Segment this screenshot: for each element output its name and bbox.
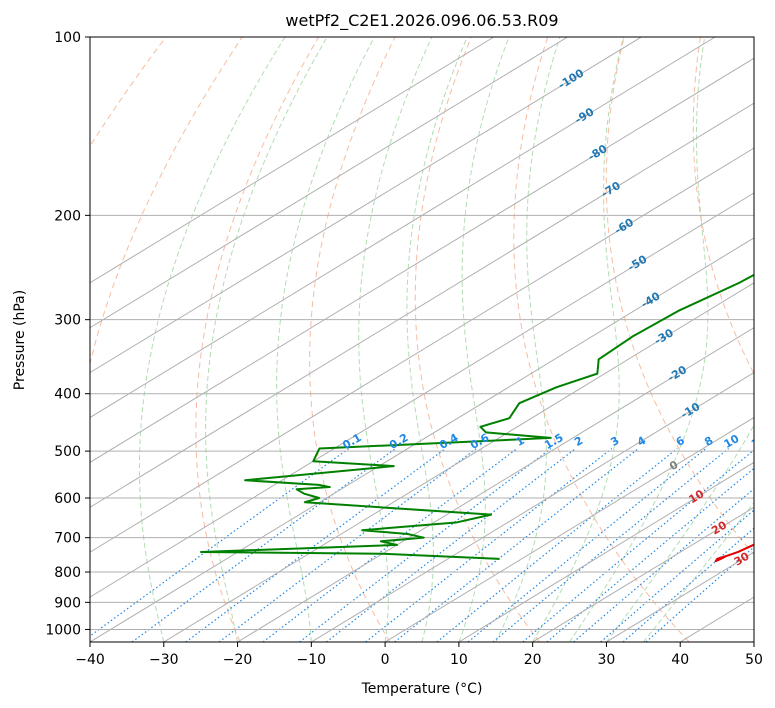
- isotherm-line: [163, 282, 754, 642]
- mixing-ratio-line: [622, 527, 754, 642]
- x-tick-label: 0: [381, 652, 390, 668]
- temperature-profile: [714, 543, 754, 563]
- isotherm-line: [90, 37, 642, 374]
- mixing-ratio-label: 13: [749, 432, 769, 451]
- isotherm-line: [90, 37, 495, 284]
- x-tick-label: −30: [149, 652, 179, 668]
- plot-area: -100-90-80-70-60-50-40-30-20-10010203040…: [90, 37, 769, 642]
- y-axis-ticks: 100 200 300 400 500 600 700 800 900 1000: [45, 30, 90, 638]
- sounding-series: [200, 273, 754, 563]
- isotherm-line: [384, 416, 754, 642]
- isotherm-line: [90, 102, 754, 508]
- mixing-ratio-line: [90, 448, 350, 637]
- y-tick-label: 400: [54, 387, 81, 403]
- y-tick-label: 100: [54, 30, 81, 46]
- x-tick-label: −10: [297, 652, 327, 668]
- x-tick-label: 50: [745, 652, 763, 668]
- moist-adiabat-line: [406, 37, 468, 642]
- isotherm-line: [90, 37, 716, 419]
- mixing-ratio-line: [467, 448, 707, 642]
- mixing-ratio-line: [573, 488, 754, 642]
- moist-adiabat-line: [205, 37, 328, 642]
- dry-adiabat-line: [513, 37, 690, 642]
- isotherm-line: [90, 37, 568, 329]
- mixing-ratio-line: [218, 448, 477, 642]
- moist-adiabat-line: [138, 37, 286, 642]
- mixing-ratio-line: [492, 448, 729, 642]
- isotherm-line: [90, 192, 754, 598]
- y-tick-label: 1000: [45, 622, 81, 638]
- y-tick-label: 700: [54, 531, 81, 547]
- moist-adiabat-line: [569, 37, 709, 642]
- moist-adiabats: [138, 37, 754, 642]
- isotherm-line: [311, 371, 754, 642]
- y-tick-label: 600: [54, 491, 81, 507]
- x-tick-label: 30: [598, 652, 616, 668]
- x-tick-label: −20: [223, 652, 253, 668]
- y-tick-label: 500: [54, 444, 81, 460]
- mixing-ratio-line: [546, 467, 754, 642]
- moist-adiabat-line: [606, 424, 754, 642]
- x-tick-label: 10: [450, 652, 468, 668]
- dry-adiabat-line: [414, 37, 540, 642]
- y-tick-label: 900: [54, 595, 81, 611]
- x-tick-label: 40: [671, 652, 689, 668]
- isotherm-grid: [90, 37, 754, 642]
- mixing-ratio-line: [365, 448, 613, 642]
- chart-title: wetPf2_C2E1.2026.096.06.53.R09: [285, 11, 558, 31]
- dewpoint-profile: [200, 273, 754, 560]
- y-tick-label: 800: [54, 565, 81, 581]
- moist-adiabat-line: [458, 37, 510, 642]
- y-tick-label: 300: [54, 313, 81, 329]
- moist-adiabat-line: [495, 37, 561, 642]
- y-tick-label: 200: [54, 208, 81, 224]
- isotherm-line: [90, 237, 754, 642]
- isotherm-line: [90, 147, 754, 553]
- x-tick-label: −40: [75, 652, 105, 668]
- isotherm-line: [90, 57, 754, 463]
- y-axis-label: Pressure (hPa): [12, 290, 28, 390]
- mixing-ratio-line: [299, 448, 552, 642]
- mixing-ratio-line: [436, 448, 678, 642]
- x-tick-label: 20: [524, 652, 542, 668]
- mixing-ratio-line: [600, 509, 754, 642]
- dry-adiabat-line: [195, 37, 320, 642]
- isotherm-line: [458, 461, 754, 642]
- dry-adiabat-line: [605, 37, 754, 556]
- x-axis-label: Temperature (°C): [361, 681, 483, 697]
- x-axis-ticks: −40 −30 −20 −10 0 10 20 30 40 50: [75, 642, 763, 668]
- mixing-ratio-line: [522, 449, 754, 642]
- mixing-ratio-line: [326, 448, 576, 642]
- dry-adiabats: [90, 37, 754, 642]
- isotherm-line: [532, 506, 754, 642]
- moist-adiabat-line: [358, 37, 433, 642]
- plot-frame: [89, 36, 755, 643]
- isotherm-line: [237, 327, 754, 642]
